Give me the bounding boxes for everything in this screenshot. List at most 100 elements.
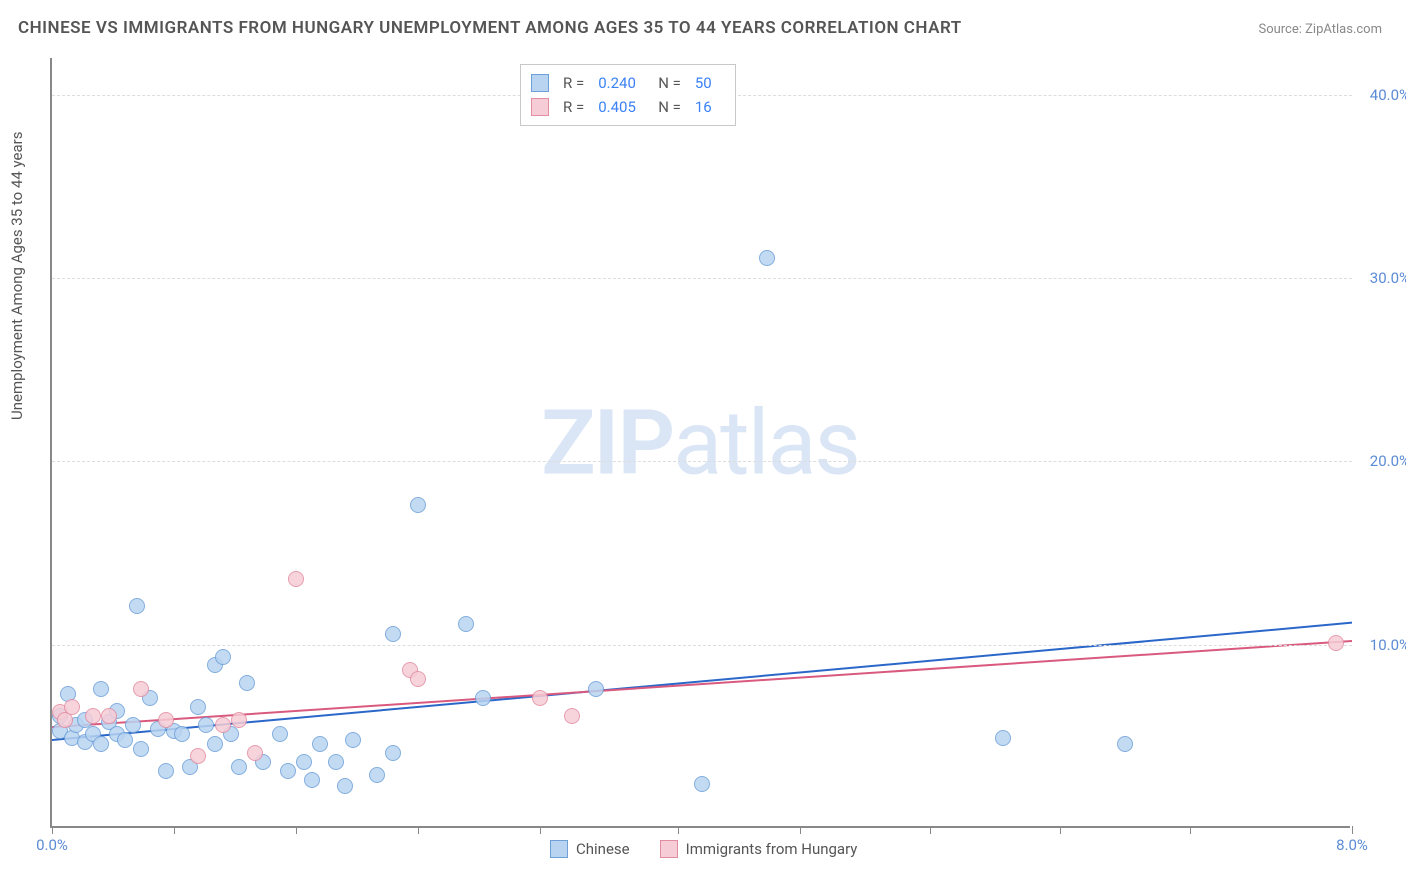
data-point <box>288 571 304 587</box>
data-point <box>52 704 68 720</box>
r-label: R = <box>563 98 584 116</box>
x-tick <box>418 826 419 834</box>
data-point <box>158 712 174 728</box>
source-attribution: Source: ZipAtlas.com <box>1258 22 1382 37</box>
data-point <box>475 690 491 706</box>
legend-swatch <box>531 98 549 116</box>
data-point <box>239 675 255 691</box>
data-point <box>64 699 80 715</box>
chart-title: CHINESE VS IMMIGRANTS FROM HUNGARY UNEMP… <box>18 18 962 38</box>
y-axis-label: Unemployment Among Ages 35 to 44 years <box>8 132 26 420</box>
trend-line <box>52 623 1352 740</box>
data-point <box>85 726 101 742</box>
data-point <box>68 717 84 733</box>
data-point <box>215 717 231 733</box>
data-point <box>150 721 166 737</box>
trend-line <box>52 641 1352 727</box>
n-label: N = <box>658 98 681 116</box>
gridline <box>52 461 1352 462</box>
data-point <box>190 748 206 764</box>
x-tick <box>1060 826 1061 834</box>
x-tick <box>540 826 541 834</box>
data-point <box>385 626 401 642</box>
y-tick-label: 30.0% <box>1370 269 1406 287</box>
n-label: N = <box>658 74 681 92</box>
x-tick <box>1190 826 1191 834</box>
legend-swatch <box>660 840 678 858</box>
data-point <box>182 759 198 775</box>
data-point <box>93 736 109 752</box>
data-point <box>215 649 231 665</box>
data-point <box>458 616 474 632</box>
data-point <box>1117 736 1133 752</box>
data-point <box>93 681 109 697</box>
data-point <box>247 745 263 761</box>
data-point <box>304 772 320 788</box>
r-value: 0.405 <box>598 98 644 116</box>
r-label: R = <box>563 74 584 92</box>
data-point <box>328 754 344 770</box>
r-value: 0.240 <box>598 74 644 92</box>
data-point <box>109 726 125 742</box>
data-point <box>52 708 68 724</box>
data-point <box>223 726 239 742</box>
data-point <box>101 708 117 724</box>
data-point <box>1328 635 1344 651</box>
legend-item: Chinese <box>550 840 630 858</box>
data-point <box>190 699 206 715</box>
data-point <box>158 763 174 779</box>
y-tick-label: 40.0% <box>1370 86 1406 104</box>
data-point <box>60 686 76 702</box>
data-point <box>85 708 101 724</box>
data-point <box>588 681 604 697</box>
data-point <box>166 723 182 739</box>
data-point <box>142 690 158 706</box>
data-point <box>117 732 133 748</box>
series-legend: Chinese Immigrants from Hungary <box>550 840 857 858</box>
legend-label: Immigrants from Hungary <box>686 840 858 858</box>
gridline <box>52 278 1352 279</box>
data-point <box>385 745 401 761</box>
data-point <box>255 754 271 770</box>
data-point <box>57 712 73 728</box>
data-point <box>109 703 125 719</box>
data-point <box>337 778 353 794</box>
data-point <box>280 763 296 779</box>
x-tick <box>800 826 801 834</box>
n-value: 16 <box>695 98 721 116</box>
trend-lines <box>52 58 1352 828</box>
legend-label: Chinese <box>576 840 630 858</box>
legend-row: R = 0.405 N = 16 <box>531 95 721 119</box>
x-tick <box>174 826 175 834</box>
y-tick-label: 10.0% <box>1370 636 1406 654</box>
data-point <box>207 657 223 673</box>
data-point <box>101 714 117 730</box>
data-point <box>402 662 418 678</box>
n-value: 50 <box>695 74 721 92</box>
data-point <box>995 730 1011 746</box>
gridline <box>52 645 1352 646</box>
data-point <box>410 671 426 687</box>
data-point <box>133 681 149 697</box>
data-point <box>64 730 80 746</box>
x-tick <box>1352 826 1353 834</box>
x-tick-label: 8.0% <box>1336 836 1368 854</box>
data-point <box>125 717 141 733</box>
data-point <box>532 690 548 706</box>
legend-swatch <box>550 840 568 858</box>
data-point <box>129 598 145 614</box>
x-tick <box>930 826 931 834</box>
data-point <box>133 741 149 757</box>
chart-area: ZIPatlas 10.0%20.0%30.0%40.0%0.0%8.0% R … <box>50 58 1350 828</box>
data-point <box>272 726 288 742</box>
data-point <box>231 759 247 775</box>
data-point <box>207 736 223 752</box>
legend-swatch <box>531 74 549 92</box>
y-tick-label: 20.0% <box>1370 452 1406 470</box>
data-point <box>759 250 775 266</box>
data-point <box>174 726 190 742</box>
data-point <box>312 736 328 752</box>
plot-region: 10.0%20.0%30.0%40.0%0.0%8.0% <box>50 58 1350 828</box>
data-point <box>345 732 361 748</box>
data-point <box>52 723 68 739</box>
